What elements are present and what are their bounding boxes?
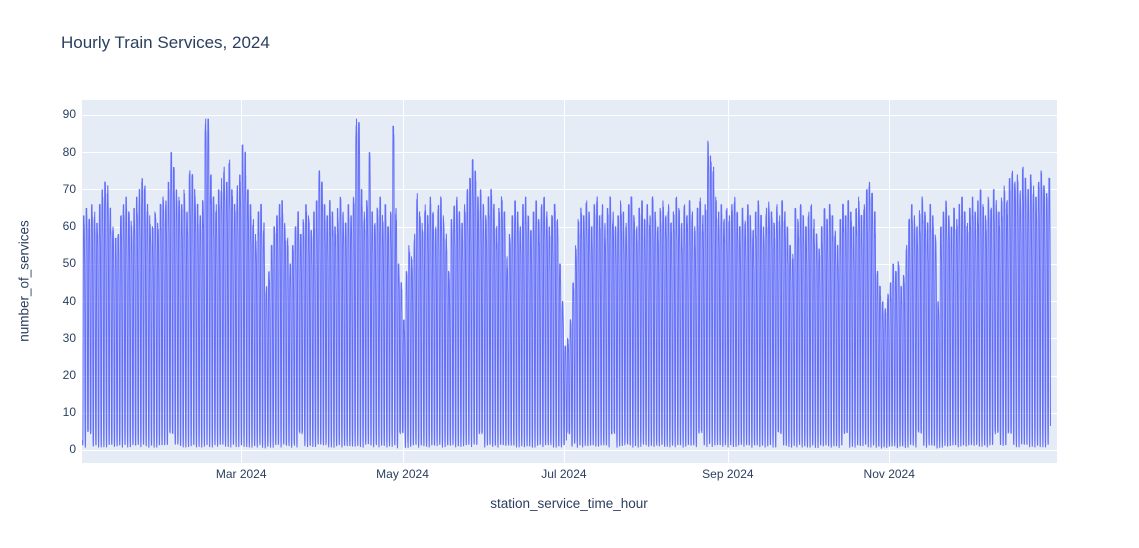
y-tick-label: 10 xyxy=(62,405,76,420)
x-axis-title: station_service_time_hour xyxy=(490,496,648,511)
chart-title: Hourly Train Services, 2024 xyxy=(61,33,270,52)
y-tick-label: 20 xyxy=(62,368,76,382)
x-tick-label: May 2024 xyxy=(376,467,429,481)
y-tick-label: 0 xyxy=(69,442,76,457)
x-tick-label: Jul 2024 xyxy=(541,467,587,481)
y-tick-label: 50 xyxy=(62,256,76,271)
y-tick-label: 70 xyxy=(62,181,76,196)
y-tick-label: 80 xyxy=(62,144,76,159)
y-tick-label: 30 xyxy=(62,330,76,345)
x-tick-label: Sep 2024 xyxy=(702,467,754,481)
x-tick-label: Mar 2024 xyxy=(215,467,267,481)
y-tick-label: 90 xyxy=(62,107,76,122)
plot-canvas[interactable] xyxy=(82,100,1057,463)
y-tick-label: 60 xyxy=(62,219,76,234)
x-tick-label: Nov 2024 xyxy=(863,467,915,481)
y-tick-label: 40 xyxy=(62,293,76,308)
y-axis-title: number_of_services xyxy=(16,220,32,342)
